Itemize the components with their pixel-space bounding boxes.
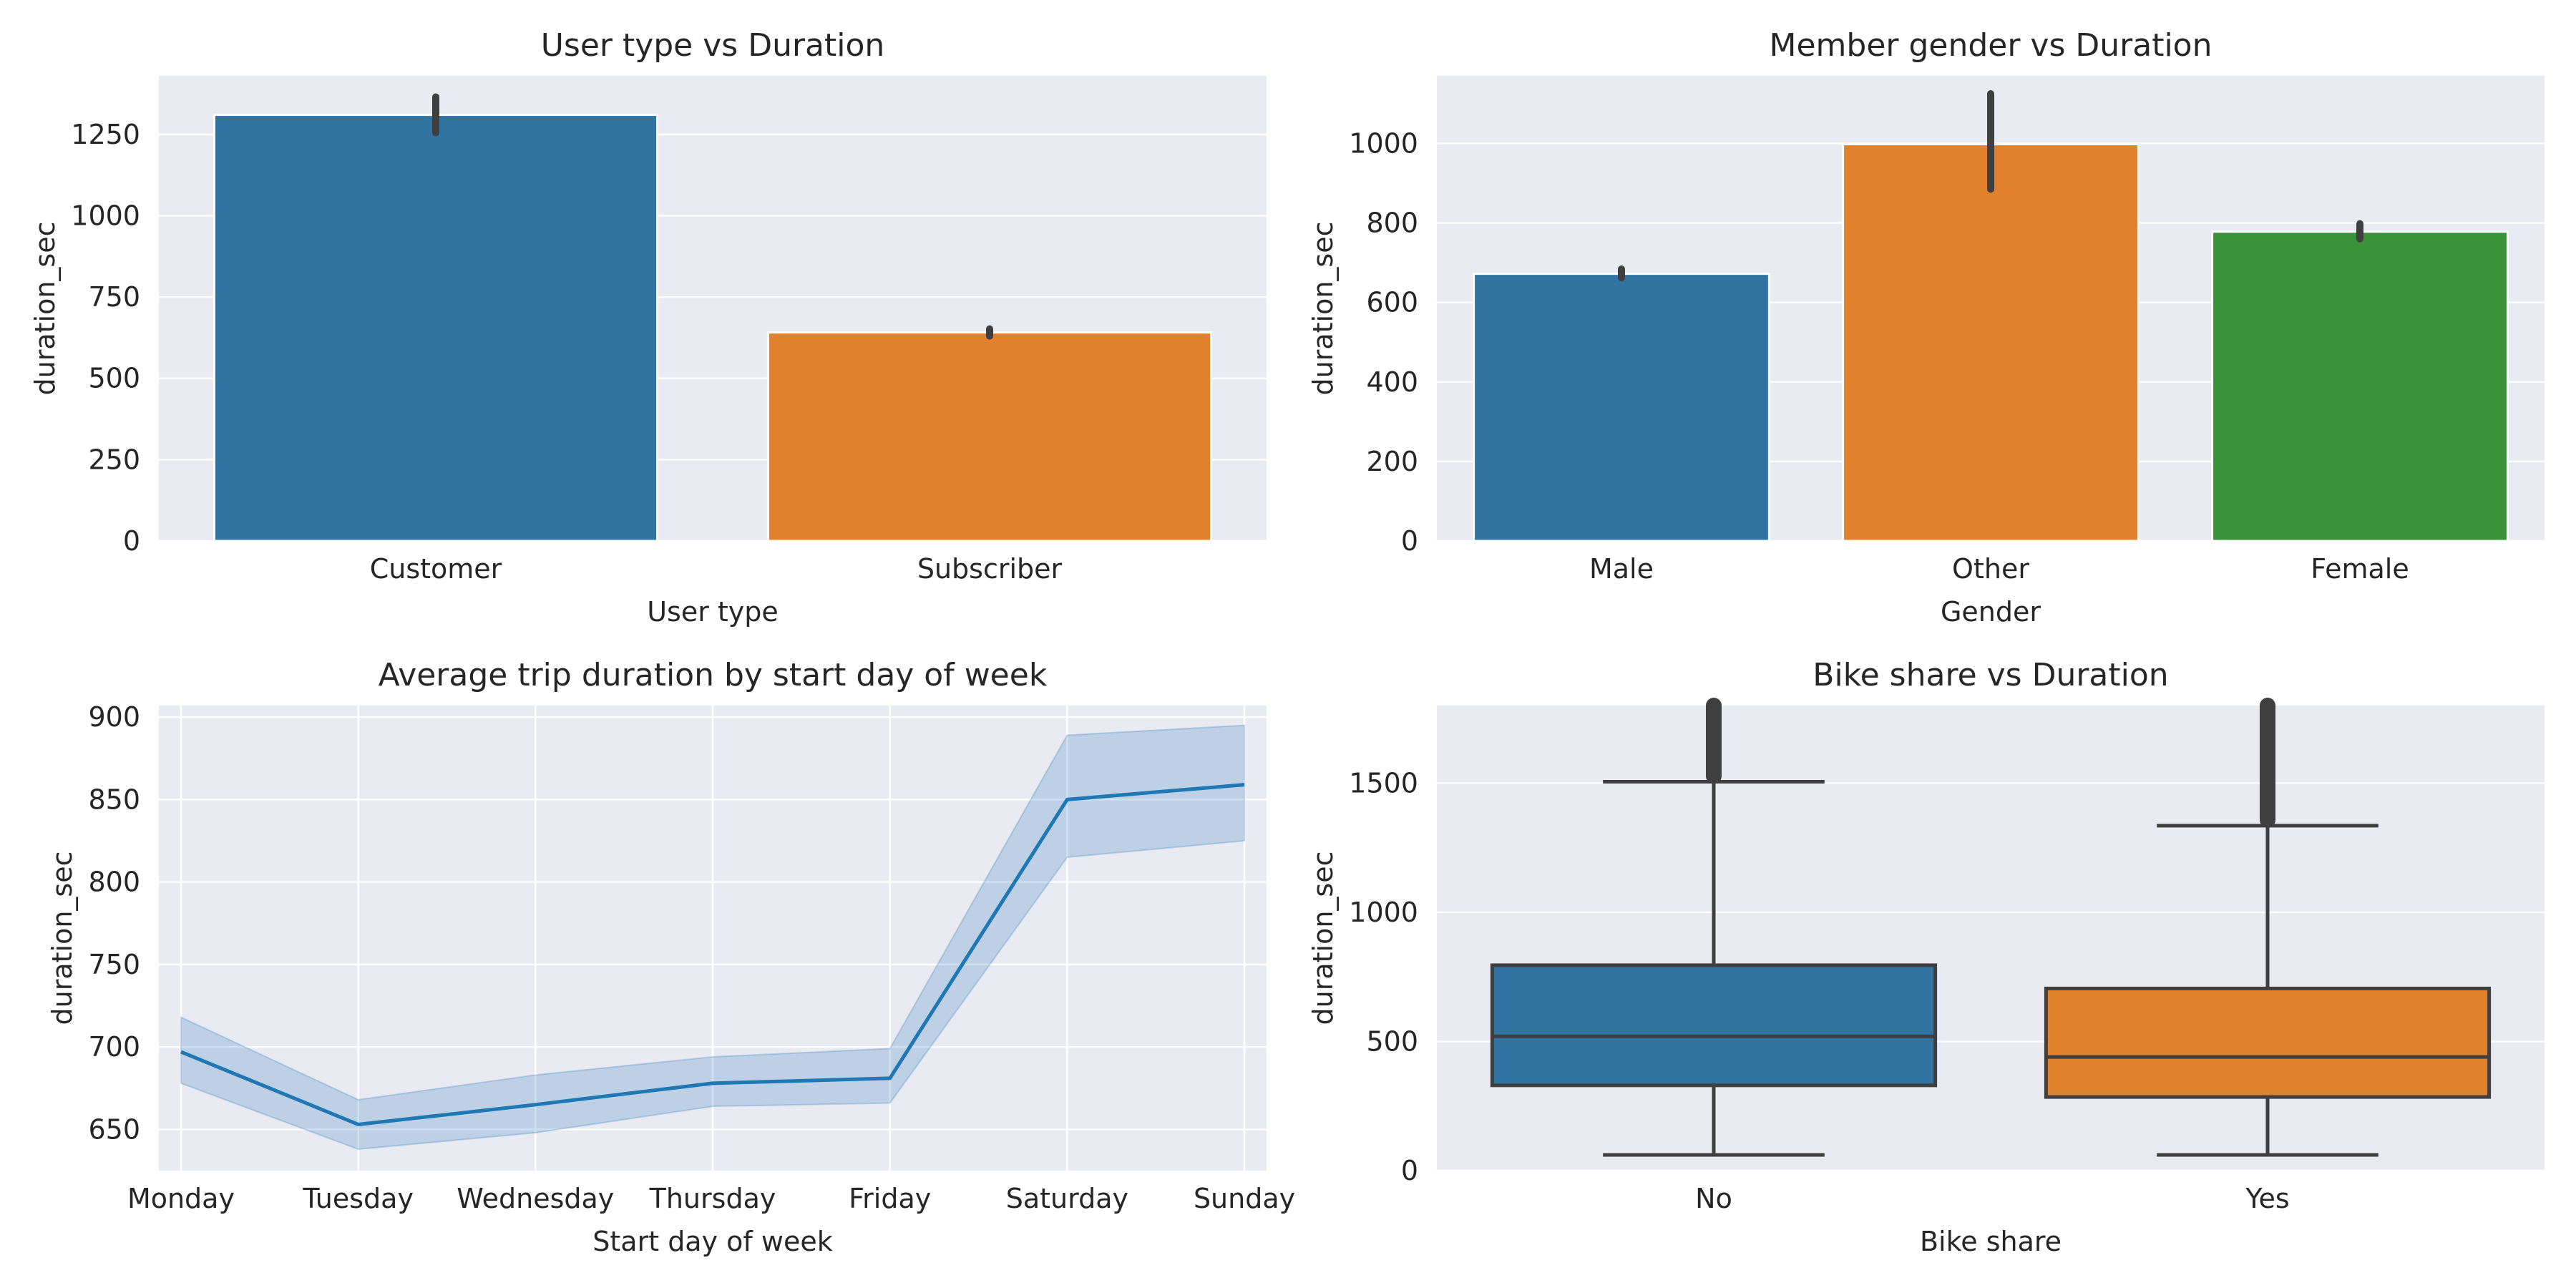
- chart-title: Bike share vs Duration: [1813, 657, 2168, 693]
- bar-other: [1842, 143, 2140, 542]
- x-tick-label: No: [1695, 1183, 1732, 1214]
- x-tick-label: Thursday: [649, 1183, 776, 1214]
- boxes: [1490, 698, 2492, 1157]
- y-axis-label: duration_sec: [47, 852, 78, 1025]
- bar-customer: [213, 114, 659, 542]
- confidence-band: [180, 724, 1246, 1151]
- y-tick-label: 0: [123, 525, 140, 557]
- y-tick-label: 600: [1366, 287, 1418, 318]
- chart-title: Average trip duration by start day of we…: [379, 657, 1048, 693]
- y-tick-label: 500: [1366, 1025, 1418, 1057]
- y-tick-labels: 0 500 1000 1500: [1349, 767, 1418, 1186]
- chart-member-gender-vs-duration: Male Other Female 0 200 400 600 800 1000 Member…: [1307, 27, 2545, 628]
- x-tick-labels: Customer Subscriber: [370, 553, 1063, 585]
- y-tick-label: 800: [1366, 208, 1418, 239]
- y-tick-label: 1000: [1349, 897, 1418, 928]
- chart-average-trip-duration-by-day: Monday Tuesday Wednesday Thursday Friday Satu…: [47, 657, 1295, 1257]
- y-tick-label: 200: [1366, 446, 1418, 477]
- y-axis-label: duration_sec: [1307, 222, 1339, 396]
- y-tick-label: 750: [88, 949, 140, 980]
- x-tick-label: Male: [1589, 553, 1654, 585]
- y-tick-label: 900: [88, 701, 140, 733]
- y-tick-labels: 0 250 500 750 1000 1250: [71, 119, 140, 557]
- x-axis-label: Bike share: [1920, 1226, 2062, 1257]
- mean-line: [180, 783, 1245, 1126]
- y-tick-label: 0: [1401, 525, 1418, 557]
- x-tick-labels: Male Other Female: [1589, 553, 2409, 585]
- y-axis-label: duration_sec: [1307, 852, 1339, 1025]
- y-tick-label: 750: [88, 281, 140, 313]
- y-tick-label: 1000: [71, 200, 140, 231]
- bars: [213, 93, 1213, 542]
- bar-female: [2211, 230, 2509, 542]
- y-tick-label: 1000: [1349, 127, 1418, 159]
- plot-area: [1437, 706, 2545, 1171]
- x-tick-label: Yes: [2245, 1183, 2289, 1214]
- x-tick-label: Female: [2311, 553, 2409, 585]
- y-tick-labels: 0 200 400 600 800 1000: [1349, 127, 1418, 557]
- y-tick-label: 250: [88, 444, 140, 475]
- x-axis-label: Start day of week: [592, 1226, 832, 1257]
- y-tick-label: 850: [88, 784, 140, 815]
- x-tick-label: Friday: [849, 1183, 931, 1214]
- box-no: [1490, 963, 1938, 1088]
- y-tick-label: 800: [88, 867, 140, 898]
- x-tick-label: Customer: [370, 553, 502, 585]
- y-tick-label: 650: [88, 1113, 140, 1145]
- x-axis-label: Gender: [1941, 596, 2041, 628]
- y-tick-label: 700: [88, 1031, 140, 1063]
- box-yes: [2044, 986, 2492, 1099]
- chart-bike-share-vs-duration: No Yes 0 500 1000 1500 Bike share vs Duratio…: [1307, 657, 2545, 1257]
- y-axis-label: duration_sec: [29, 222, 61, 396]
- y-tick-label: 500: [88, 363, 140, 394]
- x-tick-labels: No Yes: [1695, 1183, 2290, 1214]
- bar-subscriber: [766, 331, 1213, 542]
- x-axis-label: User type: [647, 596, 779, 628]
- x-tick-label: Subscriber: [917, 553, 1063, 585]
- x-tick-label: Sunday: [1194, 1183, 1295, 1214]
- chart-title: Member gender vs Duration: [1770, 27, 2212, 64]
- x-tick-label: Wednesday: [457, 1183, 614, 1214]
- chart-user-type-vs-duration: Customer Subscriber 0 250 500 750 1000 1250 Us…: [29, 27, 1267, 628]
- bar-male: [1473, 273, 1770, 542]
- line-series: [180, 724, 1246, 1151]
- x-tick-label: Tuesday: [302, 1183, 414, 1214]
- x-tick-labels: Monday Tuesday Wednesday Thursday Friday Satu…: [127, 1183, 1295, 1214]
- x-tick-label: Saturday: [1006, 1183, 1128, 1214]
- y-tick-labels: 650 700 750 800 850 900: [88, 701, 140, 1145]
- y-tick-label: 1500: [1349, 767, 1418, 799]
- chart-title: User type vs Duration: [541, 27, 885, 64]
- bars: [1473, 90, 2509, 542]
- gridlines: [159, 706, 1267, 1171]
- x-tick-label: Monday: [127, 1183, 235, 1214]
- y-tick-label: 0: [1401, 1155, 1418, 1186]
- x-tick-label: Other: [1952, 553, 2029, 585]
- y-tick-label: 400: [1366, 366, 1418, 398]
- y-tick-label: 1250: [71, 119, 140, 150]
